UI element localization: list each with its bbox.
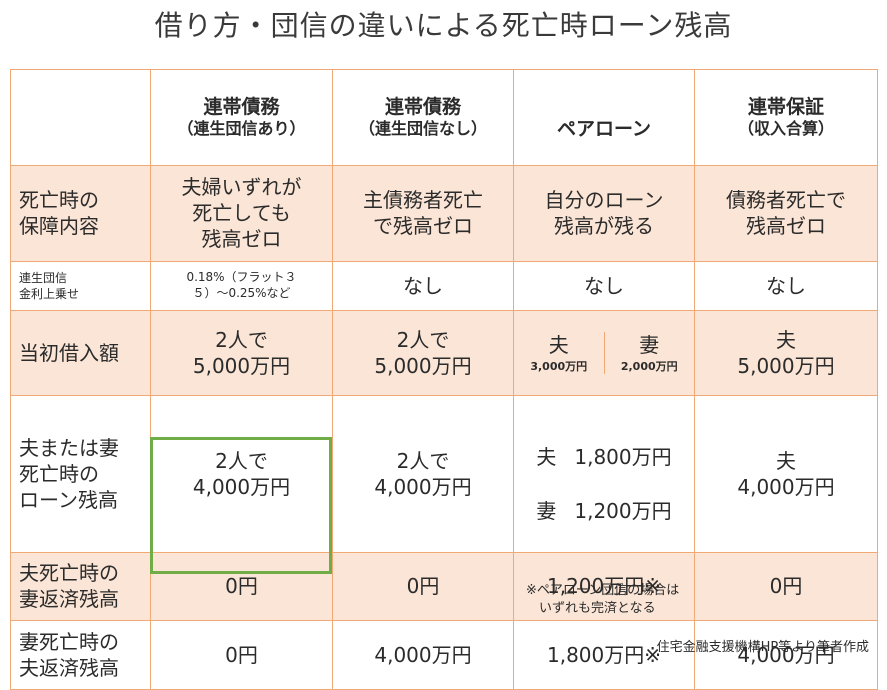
header-row: 連帯債務 （連生団信あり） 連帯債務 （連生団信なし） ペアローン 連帯保証 （… <box>10 69 878 166</box>
cell-initial-c4: 夫 5,000万円 <box>694 309 878 396</box>
initial-husband: 夫 3,000万円 <box>514 332 604 374</box>
cell-wife-dies-c1: 0円 <box>150 619 333 690</box>
cell-rate-c2: なし <box>332 260 514 311</box>
row-rate: 連生団信 金利上乗せ 0.18%（フラット３ ５）～0.25%など なし なし … <box>10 260 878 311</box>
row-initial: 当初借入額 2人で 5,000万円 2人で 5,000万円 夫 3,000万円 … <box>10 309 878 396</box>
row-husband-dies: 夫死亡時の 妻返済残高 0円 0円 1,200万円※ 0円 <box>10 551 878 621</box>
cell-husband-dies-c4: 0円 <box>694 551 878 621</box>
cell-coverage-c3: 自分のローン 残高が残る <box>513 164 695 262</box>
row-coverage: 死亡時の 保障内容 夫婦いずれが 死亡しても 残高ゼロ 主債務者死亡 で残高ゼロ… <box>10 164 878 262</box>
cell-initial-c3: 夫 3,000万円 妻 2,000万円 <box>513 309 695 396</box>
comparison-table: 連帯債務 （連生団信あり） 連帯債務 （連生団信なし） ペアローン 連帯保証 （… <box>10 69 878 690</box>
header-main: 連帯保証 <box>747 95 824 118</box>
row-label-coverage: 死亡時の 保障内容 <box>10 164 151 262</box>
initial-wife: 妻 2,000万円 <box>603 331 695 374</box>
cell-remaining-c3: 夫 1,800万円 妻 1,200万円 <box>513 394 695 553</box>
row-remaining: 夫または妻 死亡時の ローン残高 2人で 4,000万円 2人で 4,000万円… <box>10 394 878 553</box>
header-sub: （連生団信なし） <box>358 119 487 139</box>
header-corner-cell <box>10 69 151 166</box>
header-pair-loan: ペアローン <box>513 69 695 166</box>
row-label-remaining: 夫または妻 死亡時の ローン残高 <box>10 394 151 553</box>
row-label-rate: 連生団信 金利上乗せ <box>10 260 151 311</box>
header-joint-debt-with-dual-insurance: 連帯債務 （連生団信あり） <box>150 69 333 166</box>
header-joint-debt-without-dual-insurance: 連帯債務 （連生団信なし） <box>332 69 514 166</box>
row-label-wife-dies: 妻死亡時の 夫返済残高 <box>10 619 151 690</box>
row-label-husband-dies: 夫死亡時の 妻返済残高 <box>10 551 151 621</box>
cell-remaining-c4: 夫 4,000万円 <box>694 394 878 553</box>
remaining-husband-name: 夫 <box>536 444 557 469</box>
cell-husband-dies-c1: 0円 <box>150 551 333 621</box>
remaining-wife-line: 妻 1,200万円 <box>536 498 671 525</box>
row-label-initial: 当初借入額 <box>10 309 151 396</box>
initial-wife-amount: 2,000万円 <box>620 359 678 373</box>
source-credit: 住宅金融支援機構HP等より筆者作成 <box>656 640 869 655</box>
cell-rate-c3: なし <box>513 260 695 311</box>
cell-remaining-c2: 2人で 4,000万円 <box>332 394 514 553</box>
cell-rate-c4: なし <box>694 260 878 311</box>
remaining-wife-amount: 1,200万円 <box>574 498 672 523</box>
remaining-husband-amount: 1,800万円 <box>574 444 672 469</box>
footnote: ※ペアローン団信の場合は いずれも完済となる <box>526 583 680 616</box>
header-sub: （収入合算） <box>737 119 834 139</box>
cell-coverage-c1: 夫婦いずれが 死亡しても 残高ゼロ <box>150 164 333 262</box>
cell-wife-dies-c2: 4,000万円 <box>332 619 514 690</box>
remaining-wife-name: 妻 <box>536 498 557 523</box>
initial-husband-amount: 3,000万円 <box>530 359 588 373</box>
header-main: ペアローン <box>556 118 652 141</box>
cell-husband-dies-c2: 0円 <box>332 551 514 621</box>
cell-husband-dies-c3: 1,200万円※ <box>513 551 695 621</box>
header-joint-guarantee: 連帯保証 （収入合算） <box>694 69 878 166</box>
cell-coverage-c4: 債務者死亡で 残高ゼロ <box>694 164 878 262</box>
cell-remaining-c1: 2人で 4,000万円 <box>150 394 333 553</box>
header-sub: （連生団信あり） <box>177 119 306 139</box>
remaining-husband-line: 夫 1,800万円 <box>536 444 671 471</box>
header-main: 連帯債務 <box>203 95 280 118</box>
cell-initial-c1: 2人で 5,000万円 <box>150 309 333 396</box>
header-main: 連帯債務 <box>384 95 461 118</box>
cell-initial-c2: 2人で 5,000万円 <box>332 309 514 396</box>
page-title: 借り方・団信の違いによる死亡時ローン残高 <box>154 9 733 42</box>
initial-husband-name: 夫 <box>548 332 569 357</box>
initial-wife-name: 妻 <box>639 332 660 357</box>
cell-rate-c1: 0.18%（フラット３ ５）～0.25%など <box>150 260 333 311</box>
cell-coverage-c2: 主債務者死亡 で残高ゼロ <box>332 164 514 262</box>
